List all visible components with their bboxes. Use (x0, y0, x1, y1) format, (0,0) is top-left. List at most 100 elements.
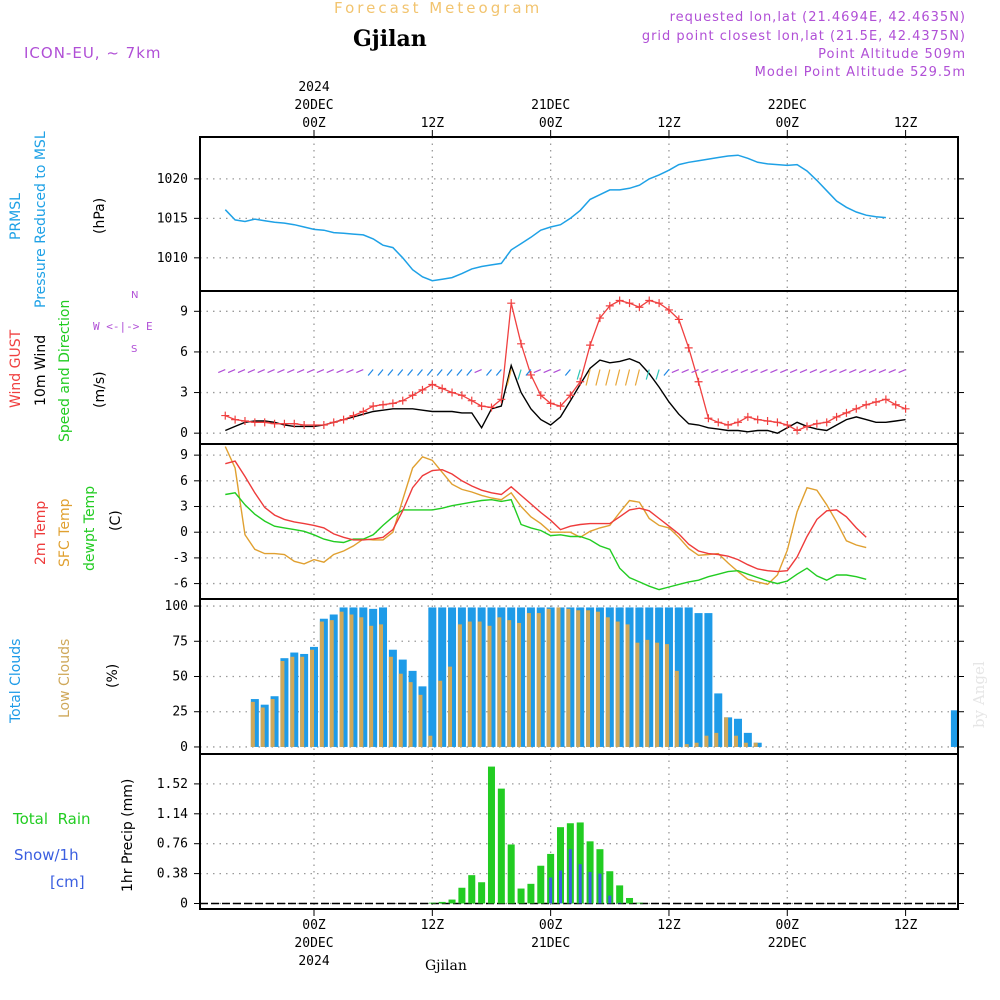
wind-direction-arrow (740, 368, 749, 374)
ytick-label: 1010 (157, 251, 188, 266)
low-cloud-bar (536, 613, 541, 747)
wind-direction-arrow (543, 368, 551, 374)
wind-gust-marker (822, 418, 831, 427)
wind-gust-marker (408, 391, 417, 400)
low-cloud-bar (674, 670, 679, 747)
wind-gust-marker (586, 341, 595, 350)
wind-direction-arrow (799, 368, 808, 374)
wind-gust-marker (773, 418, 782, 427)
ytick-label: 25 (172, 705, 188, 720)
ytick-label: 9 (180, 448, 188, 463)
low-cloud-bar (398, 673, 403, 747)
xtick-hour-top: 12Z (657, 116, 681, 131)
snow-bar (588, 872, 592, 904)
rain-bar (438, 901, 446, 904)
rain-bar (458, 887, 466, 904)
wind-direction-arrow (356, 368, 364, 374)
wind-direction-arrow (367, 369, 374, 376)
low-cloud-bar (753, 742, 758, 747)
low-cloud-bar (319, 621, 324, 747)
wind-gust-marker (556, 402, 565, 411)
wind-gust-marker (349, 411, 358, 420)
xtick-date-top: 22DEC (768, 98, 807, 113)
ytick-label: 1.52 (157, 777, 188, 792)
wind-gust-marker (240, 416, 249, 425)
wind-direction-arrow (691, 368, 699, 374)
wind-gust-marker (595, 314, 604, 323)
wind-gust-marker (753, 415, 762, 424)
wind-gust-marker (477, 402, 486, 411)
low-cloud-bar (664, 644, 669, 747)
wind-gust-marker (803, 422, 811, 431)
low-cloud-bar (290, 656, 295, 747)
rain-bar (616, 885, 624, 904)
low-cloud-bar (684, 744, 689, 747)
low-cloud-bar (497, 617, 502, 747)
wind-gust-marker (546, 399, 555, 408)
wind-direction-arrow (878, 368, 887, 374)
xtick-date-top: 20DEC (294, 98, 333, 113)
low-cloud-bar (349, 614, 354, 747)
rain-bar (606, 871, 614, 904)
wind-direction-arrow (720, 368, 729, 374)
rain-bar (576, 822, 584, 904)
wind-direction-arrow (868, 368, 877, 374)
total-cloud-bar (733, 718, 742, 747)
wind-direction-arrow (645, 369, 650, 380)
low-cloud-bar (260, 707, 265, 747)
low-cloud-bar (369, 625, 374, 747)
snow-cm-label: [cm] (50, 873, 85, 891)
rain-bar (635, 902, 643, 904)
low-cloud-bar (339, 611, 344, 747)
wind-gust-marker (221, 411, 230, 420)
snow-bar (608, 895, 612, 904)
wind-direction-arrow (306, 368, 315, 374)
wind-direction-arrow (789, 368, 798, 374)
rain-bar (527, 883, 535, 904)
wind-gust-marker (714, 418, 723, 427)
wind-gust-marker (517, 339, 526, 348)
rain-bar (448, 899, 456, 904)
wind-direction-arrow (671, 368, 680, 374)
wind-direction-arrow (553, 368, 561, 374)
wind-direction-arrow (486, 369, 492, 376)
xtick-year-bottom: 2024 (298, 954, 329, 969)
xtick-hour-bottom: 12Z (894, 918, 918, 933)
wind-direction-arrow (377, 369, 384, 376)
wind-direction-arrow (839, 368, 847, 374)
wind-direction-arrow (495, 369, 502, 376)
snow-bar (618, 902, 622, 904)
wind-gust-marker (280, 419, 289, 428)
wind-gust-marker (448, 388, 457, 397)
compass-south: S (131, 344, 138, 355)
wind-gust-marker (901, 404, 910, 413)
wind-gust-marker (704, 414, 713, 423)
wind-direction-arrow (829, 368, 837, 374)
wind-gust-marker (379, 400, 388, 409)
xtick-hour-bottom: 12Z (421, 918, 445, 933)
low-cloud-bar (379, 624, 384, 747)
rain-bar (557, 827, 564, 904)
wind-direction-arrow (517, 369, 522, 380)
wind-gust-marker (694, 377, 703, 386)
compass-west-east: W <-|-> E (93, 320, 153, 333)
wind-direction-arrow (711, 368, 719, 374)
ytick-label: 0 (180, 740, 188, 755)
xtick-hour-top: 00Z (776, 116, 800, 131)
panel-frame (199, 443, 959, 600)
wind-gust-marker (438, 384, 447, 393)
rain-label: Total Rain (13, 810, 91, 828)
wind-direction-arrow (888, 368, 896, 374)
low-cloud-bar (615, 621, 620, 747)
wind-direction-arrow (237, 368, 246, 374)
low-cloud-bar (408, 682, 413, 747)
ytick-label: 0.76 (157, 837, 188, 852)
low-cloud-bar (457, 624, 462, 747)
low-cloud-bar (595, 611, 600, 747)
wind-gust-marker (881, 395, 890, 404)
total-cloud-bar (950, 710, 959, 747)
wind-direction-arrow (730, 368, 739, 374)
low-cloud-bar (329, 620, 334, 747)
xtick-date-bottom: 21DEC (531, 936, 570, 951)
wind-direction-arrow (701, 368, 709, 374)
